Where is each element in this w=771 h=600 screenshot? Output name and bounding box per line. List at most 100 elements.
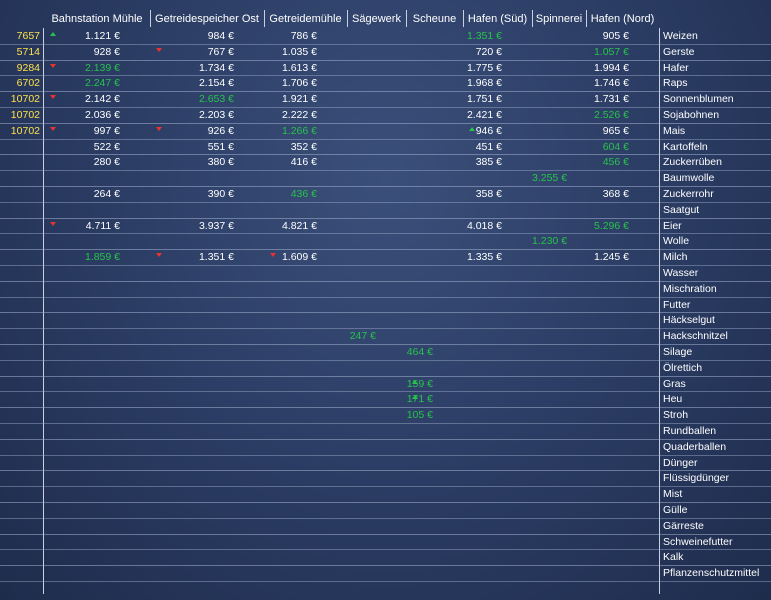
- crop-name[interactable]: Silage: [663, 346, 693, 358]
- price-cell: 352 €: [290, 140, 317, 153]
- row-amount: 5714: [16, 45, 40, 58]
- price-cell: 1.035 €: [281, 45, 317, 58]
- price-cell: 905 €: [602, 30, 629, 42]
- row-divider: [0, 454, 771, 456]
- price-cell: 767 €: [207, 45, 234, 58]
- price-cell: 1.751 €: [466, 93, 502, 106]
- trend-up-icon: [412, 379, 418, 384]
- column-header-7[interactable]: Hafen (Nord): [590, 13, 655, 25]
- amount-column-border: [43, 28, 44, 594]
- column-header-5[interactable]: Hafen (Süd): [467, 13, 528, 25]
- crop-name[interactable]: Sonnenblumen: [663, 93, 734, 106]
- price-cell: 1.613 €: [281, 61, 317, 74]
- crop-name[interactable]: Pflanzenschutzmittel: [663, 567, 760, 580]
- crop-name[interactable]: Gärreste: [663, 519, 704, 532]
- crop-name[interactable]: Wasser: [663, 267, 699, 279]
- crop-name[interactable]: Zuckerrohr: [663, 188, 714, 200]
- price-cell: 1.335 €: [466, 251, 502, 264]
- price-cell: 1.057 €: [593, 45, 629, 58]
- crop-name[interactable]: Kartoffeln: [663, 140, 708, 153]
- price-cell: 2.142 €: [84, 93, 120, 106]
- crop-name[interactable]: Gerste: [663, 45, 695, 58]
- column-header-6[interactable]: Spinnerei: [535, 13, 583, 25]
- crop-name[interactable]: Milch: [663, 251, 688, 264]
- price-cell: 1.746 €: [593, 77, 629, 90]
- crop-name[interactable]: Stroh: [663, 409, 689, 422]
- price-cell: 247 €: [349, 330, 376, 343]
- crop-name[interactable]: Weizen: [663, 30, 698, 42]
- crop-name[interactable]: Baumwolle: [663, 172, 715, 185]
- row-amount: 7657: [16, 30, 40, 42]
- trend-up-icon: [50, 32, 56, 36]
- row-amount: [0, 345, 40, 359]
- price-cell: 2.222 €: [281, 109, 317, 121]
- price-cell: 984 €: [207, 30, 234, 42]
- crop-name[interactable]: Mais: [663, 124, 686, 137]
- crop-name[interactable]: Rundballen: [663, 425, 717, 437]
- crop-name[interactable]: Gülle: [663, 504, 688, 516]
- row-amount: [0, 535, 40, 549]
- row-divider: [0, 107, 771, 108]
- column-header-3[interactable]: Sägewerk: [352, 13, 401, 25]
- row-divider: [0, 186, 771, 187]
- crop-name[interactable]: Quaderballen: [663, 440, 727, 453]
- price-cell: 1.706 €: [281, 77, 317, 90]
- trend-down-icon: [50, 95, 56, 100]
- row-divider: [0, 565, 771, 567]
- crop-name[interactable]: Schweinefutter: [663, 535, 733, 548]
- column-header-4[interactable]: Scheune: [412, 13, 457, 25]
- row-amount: [0, 487, 40, 501]
- row-divider: [0, 122, 771, 124]
- crop-name[interactable]: Kalk: [663, 551, 684, 564]
- price-cell: 368 €: [602, 188, 629, 200]
- price-cell: 4.711 €: [85, 219, 120, 232]
- crop-name[interactable]: Mischration: [663, 282, 717, 295]
- crop-name[interactable]: Flüssigdünger: [663, 472, 729, 485]
- row-amount: [0, 440, 40, 454]
- crop-name[interactable]: Sojabohnen: [663, 109, 720, 121]
- crop-name[interactable]: Gras: [663, 377, 686, 390]
- price-cell: 1.859 €: [84, 251, 120, 264]
- column-header-0[interactable]: Bahnstation Mühle: [51, 13, 143, 25]
- row-divider: [0, 233, 771, 235]
- price-cell: 2.247 €: [84, 77, 120, 90]
- row-amount: 10702: [10, 109, 40, 121]
- crop-name[interactable]: Eier: [663, 219, 682, 232]
- row-divider: [0, 375, 771, 377]
- crop-name[interactable]: Wolle: [663, 235, 690, 248]
- row-amount: [0, 203, 40, 217]
- row-amount: [0, 361, 40, 375]
- price-cell: 451 €: [475, 140, 502, 153]
- column-header-2[interactable]: Getreidemühle: [269, 13, 342, 25]
- crop-name[interactable]: Häckselgut: [663, 314, 715, 327]
- price-cell: 4.821 €: [281, 219, 317, 232]
- row-divider: [0, 201, 771, 203]
- row-amount: [0, 550, 40, 564]
- crop-name[interactable]: Zuckerrüben: [663, 156, 722, 169]
- column-header-1[interactable]: Getreidespeicher Ost: [155, 13, 259, 25]
- trend-up-icon: [412, 395, 418, 400]
- crop-name[interactable]: Hafer: [663, 61, 689, 74]
- row-divider: [0, 438, 771, 440]
- row-divider: [0, 549, 771, 551]
- trend-down-icon: [50, 221, 56, 226]
- row-amount: 6702: [16, 77, 40, 90]
- header-divider: [406, 10, 407, 27]
- crop-name[interactable]: Dünger: [663, 456, 698, 469]
- price-cell: 1.734 €: [198, 61, 234, 74]
- price-cell: 965 €: [602, 124, 629, 137]
- crop-name[interactable]: Futter: [663, 298, 691, 311]
- crop-name[interactable]: Raps: [663, 77, 688, 90]
- header-divider: [463, 10, 464, 27]
- row-divider: [0, 59, 771, 61]
- crop-name[interactable]: Ölrettich: [663, 361, 703, 374]
- crop-column-border: [659, 28, 660, 594]
- row-divider: [0, 470, 771, 472]
- price-cell: 1.921 €: [281, 93, 317, 106]
- crop-name[interactable]: Hackschnitzel: [663, 330, 728, 343]
- crop-name[interactable]: Mist: [663, 488, 683, 501]
- row-amount: 10702: [10, 93, 40, 106]
- price-cell: 1.121 €: [84, 30, 120, 42]
- crop-name[interactable]: Heu: [663, 393, 683, 406]
- crop-name[interactable]: Saatgut: [663, 203, 700, 216]
